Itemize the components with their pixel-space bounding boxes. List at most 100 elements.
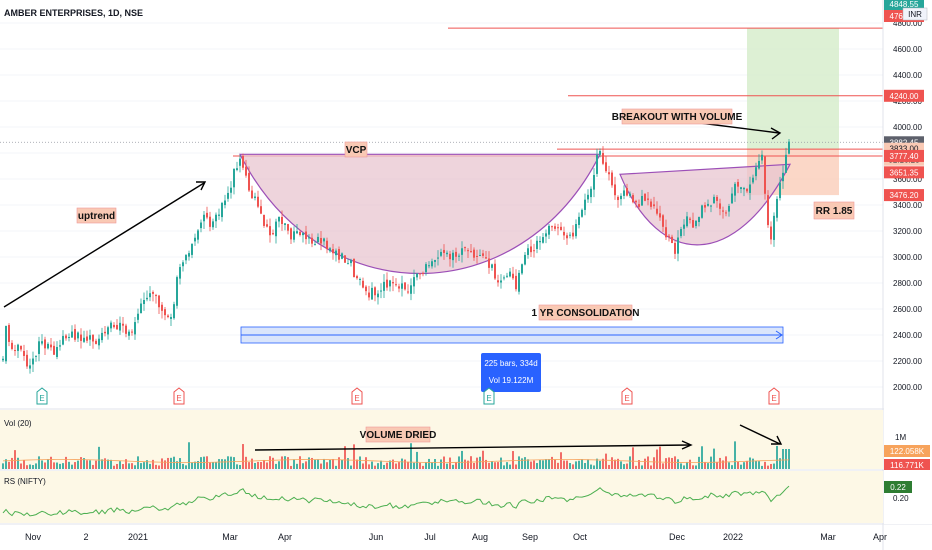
candle-body [590,188,592,198]
candle-body [488,258,490,268]
volume-dried-arrow[interactable] [254,440,693,451]
candle-body [596,154,598,174]
candle-body [155,295,157,297]
candle-body [752,177,754,183]
time-axis[interactable]: Nov 2 2021 Mar Apr Jun Jul Aug Sep Oct Dec 2022 Mar A… [25,532,887,542]
candle-body [143,299,145,305]
volume-bar [41,460,43,469]
candle-body [482,253,484,256]
volume-bar [392,459,394,469]
candle-body [404,282,406,290]
volume-bar [692,465,694,469]
volume-bar [656,449,658,469]
target-zone[interactable] [747,28,839,149]
candle-body [419,273,421,275]
volume-bar [197,461,199,469]
candle-body [194,237,196,242]
candle-body [569,234,571,236]
price-marker-label: 3651.35 [890,168,919,177]
volume-bar [164,460,166,469]
candle-body [20,345,22,350]
candle-body [728,205,730,212]
candle-body [551,226,553,228]
volume-bar [473,462,475,469]
volume-spike-arrow[interactable] [739,424,783,445]
volume-bar [26,465,28,469]
candle-body [368,292,370,298]
candle-body [716,196,718,201]
candle-body [722,210,724,212]
candle-body [173,304,175,319]
candle-body [326,240,328,250]
volume-bar [35,463,37,469]
volume-bar [77,460,79,469]
volume-bar [671,457,673,469]
volume-bar [479,456,481,469]
volume-bar [47,459,49,469]
price-tick-label: 3400.00 [893,201,922,210]
candle-body [509,271,511,277]
volume-bar [494,462,496,469]
candle-body [701,205,703,218]
candle-body [380,290,382,292]
price-tick-label: 4600.00 [893,45,922,54]
candle-body [614,184,616,196]
price-axis[interactable] [884,0,932,524]
candle-body [278,216,280,222]
candle-body [83,337,85,342]
vcp-label-box[interactable]: VCP [344,141,368,158]
candle-body [347,263,349,265]
price-tick-label: 3000.00 [893,253,922,262]
breakout-arrow[interactable] [699,122,782,140]
candle-body [158,295,160,308]
volume-bar [386,462,388,469]
volume-bar [296,463,298,469]
svg-text:122.058K: 122.058K [890,447,925,456]
candle-body [203,214,205,222]
candle-body [578,216,580,225]
candle-body [656,208,658,214]
candle-body [131,331,133,333]
breakout-label-box[interactable]: BREAKOUT WITH VOLUME [612,108,743,125]
volume-bar [743,462,745,469]
candle-body [611,172,613,186]
volume-bar [524,457,526,469]
volume-bar [89,460,91,469]
volume-bar [239,464,241,469]
currency-badge[interactable]: INR [902,7,928,21]
candle-body [530,246,532,253]
volume-dried-label-box[interactable]: VOLUME DRIED [360,426,437,443]
candle-body [17,344,19,351]
candle-body [320,237,322,244]
uptrend-label-box[interactable]: uptrend [76,207,117,224]
volume-bar [50,456,52,469]
volume-bar [161,458,163,469]
rr-label-box[interactable]: RR 1.85 [813,201,855,220]
price-marker [884,0,924,10]
volume-bar [497,462,499,469]
volume-bar [428,458,430,469]
candle-body [650,201,652,207]
time-tick-label: Apr [278,532,292,542]
volume-bar [434,459,436,469]
volume-bar [128,463,130,469]
candle-body [686,216,688,227]
uptrend-arrow[interactable] [3,181,207,308]
volume-bar [518,456,520,469]
volume-bar [476,457,478,469]
candle-body [521,264,523,274]
volume-bar [365,457,367,469]
svg-text:116.771K: 116.771K [890,461,924,470]
volume-bar [782,449,784,469]
candle-body [335,250,337,256]
svg-text:E: E [39,394,44,403]
volume-bar [17,457,19,469]
volume-bar [83,458,85,469]
volume-bar [659,446,661,469]
consolidation-label-box[interactable]: 1 YR CONSOLIDATION [532,304,640,321]
volume-bar [761,465,763,469]
volume-bar [737,461,739,469]
candle-body [95,340,97,344]
